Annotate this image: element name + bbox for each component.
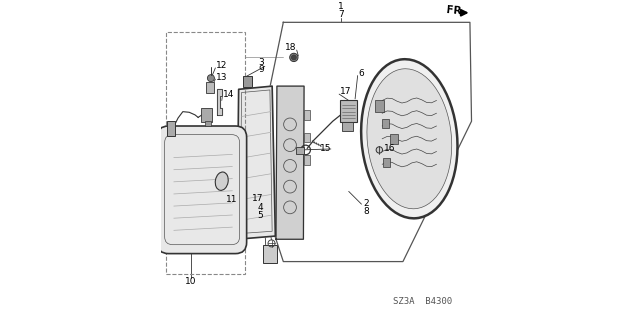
- Text: 3: 3: [259, 58, 264, 67]
- Polygon shape: [218, 89, 221, 115]
- Polygon shape: [276, 86, 304, 239]
- FancyBboxPatch shape: [304, 155, 310, 165]
- FancyBboxPatch shape: [296, 147, 305, 154]
- FancyBboxPatch shape: [167, 121, 175, 136]
- Circle shape: [290, 53, 298, 62]
- Text: 17: 17: [252, 194, 263, 203]
- Text: 4: 4: [257, 204, 263, 212]
- Text: 17: 17: [340, 87, 351, 96]
- Text: 11: 11: [226, 195, 237, 204]
- Text: 1: 1: [338, 2, 344, 11]
- Circle shape: [376, 147, 383, 153]
- FancyBboxPatch shape: [340, 100, 357, 122]
- Text: 6: 6: [358, 69, 364, 78]
- Text: 13: 13: [216, 73, 227, 82]
- FancyBboxPatch shape: [205, 121, 211, 126]
- Text: 2: 2: [364, 199, 369, 208]
- Text: 7: 7: [338, 10, 344, 19]
- FancyBboxPatch shape: [202, 108, 212, 122]
- Ellipse shape: [367, 69, 452, 209]
- FancyBboxPatch shape: [206, 82, 214, 93]
- Text: FR.: FR.: [446, 5, 466, 17]
- Text: 8: 8: [364, 207, 369, 216]
- Circle shape: [291, 55, 296, 60]
- Text: 5: 5: [257, 211, 263, 220]
- FancyBboxPatch shape: [243, 76, 252, 87]
- FancyBboxPatch shape: [342, 122, 353, 131]
- FancyBboxPatch shape: [304, 110, 310, 120]
- FancyBboxPatch shape: [390, 134, 398, 144]
- Text: 10: 10: [185, 277, 196, 286]
- Text: 14: 14: [223, 90, 234, 99]
- FancyBboxPatch shape: [263, 245, 277, 263]
- Text: 18: 18: [285, 43, 296, 52]
- FancyBboxPatch shape: [375, 100, 385, 112]
- FancyBboxPatch shape: [304, 133, 310, 142]
- Ellipse shape: [215, 172, 228, 190]
- Text: SZ3A  B4300: SZ3A B4300: [392, 297, 452, 306]
- Text: 9: 9: [259, 65, 264, 74]
- Circle shape: [207, 75, 214, 82]
- Text: 16: 16: [384, 144, 396, 153]
- Text: 15: 15: [319, 144, 331, 153]
- FancyBboxPatch shape: [383, 158, 390, 167]
- FancyBboxPatch shape: [381, 119, 389, 128]
- Text: 12: 12: [216, 61, 227, 70]
- Ellipse shape: [361, 59, 458, 218]
- Polygon shape: [237, 86, 275, 239]
- FancyBboxPatch shape: [157, 126, 246, 254]
